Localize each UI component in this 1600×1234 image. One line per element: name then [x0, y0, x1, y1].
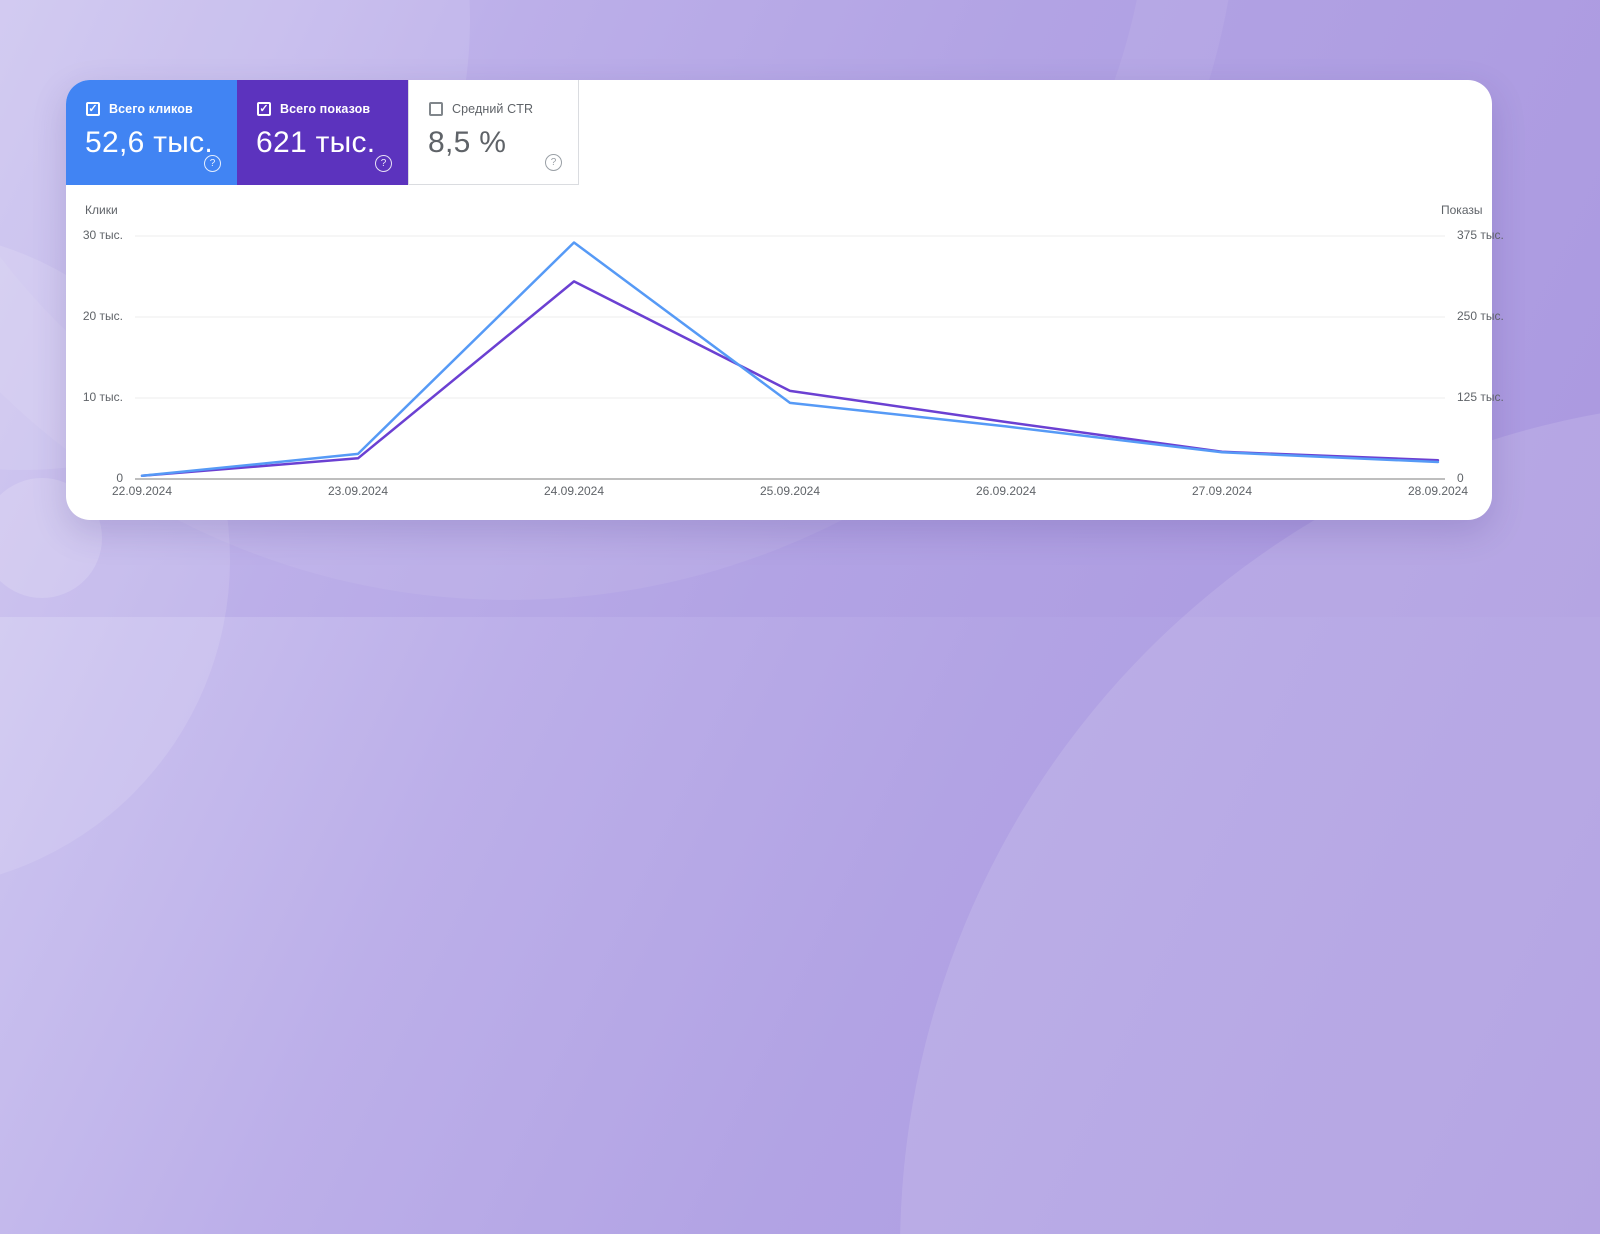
tile-average-ctr[interactable]: Средний CTR 8,5 % ?: [408, 80, 579, 185]
tile-total-impressions[interactable]: ✓ Всего показов 621 тыс. ?: [237, 80, 408, 185]
total-clicks-label: Всего кликов: [109, 102, 193, 116]
x-axis-label-23-09: 23.09.2024: [327, 484, 389, 498]
left-axis-tick-20k: 20 тыс.: [82, 309, 123, 323]
right-axis-tick-375k: 375 тыс.: [1457, 228, 1504, 242]
x-axis-label-22-09: 22.09.2024: [111, 484, 173, 498]
performance-chart: Клики Показы 30 тыс. 20 тыс. 10 тыс. 0 3…: [66, 80, 1504, 520]
right-axis-title: Показы: [1441, 203, 1483, 217]
page: { "colors": { "tile_blue": "#4184f3", "t…: [0, 0, 1600, 617]
left-axis-title: Клики: [85, 203, 118, 217]
right-axis-tick-125k: 125 тыс.: [1457, 390, 1504, 404]
total-clicks-value: 52,6 тыс.: [85, 126, 214, 159]
average-ctr-checkbox[interactable]: [429, 102, 443, 116]
tile-average-ctr-header: Средний CTR: [429, 102, 533, 116]
left-axis-tick-30k: 30 тыс.: [82, 228, 123, 242]
right-axis-tick-250k: 250 тыс.: [1457, 309, 1504, 323]
total-impressions-checkbox[interactable]: ✓: [257, 102, 271, 116]
x-axis-label-26-09: 26.09.2024: [975, 484, 1037, 498]
total-impressions-help-icon[interactable]: ?: [375, 155, 392, 172]
series-lines: [140, 241, 1440, 478]
x-axis-label-27-09: 27.09.2024: [1191, 484, 1253, 498]
left-axis-tick-10k: 10 тыс.: [82, 390, 123, 404]
tile-total-clicks-header: ✓ Всего кликов: [86, 102, 193, 116]
right-axis-tick-0: 0: [1457, 471, 1464, 485]
average-ctr-help-icon[interactable]: ?: [545, 154, 562, 171]
total-impressions-value: 621 тыс.: [256, 126, 376, 159]
performance-chart-svg[interactable]: [66, 80, 1492, 520]
tile-total-impressions-header: ✓ Всего показов: [257, 102, 370, 116]
average-ctr-value: 8,5 %: [428, 126, 507, 159]
metric-tiles-row: ✓ Всего кликов 52,6 тыс. ? ✓ Всего показ…: [66, 80, 579, 185]
line-Клики: [140, 241, 1440, 478]
total-impressions-label: Всего показов: [280, 102, 371, 116]
total-clicks-help-icon[interactable]: ?: [204, 155, 221, 172]
x-axis-label-24-09: 24.09.2024: [543, 484, 605, 498]
line-Показы: [140, 280, 1440, 478]
tile-total-clicks[interactable]: ✓ Всего кликов 52,6 тыс. ?: [66, 80, 237, 185]
performance-card: ✓ Всего кликов 52,6 тыс. ? ✓ Всего показ…: [66, 80, 1504, 520]
total-clicks-checkbox[interactable]: ✓: [86, 102, 100, 116]
x-axis-label-25-09: 25.09.2024: [759, 484, 821, 498]
background-blob-bottom-right: [900, 400, 1600, 1234]
average-ctr-label: Средний CTR: [452, 102, 534, 116]
x-axis-label-28-09: 28.09.2024: [1407, 484, 1469, 498]
left-axis-tick-0: 0: [116, 471, 123, 485]
